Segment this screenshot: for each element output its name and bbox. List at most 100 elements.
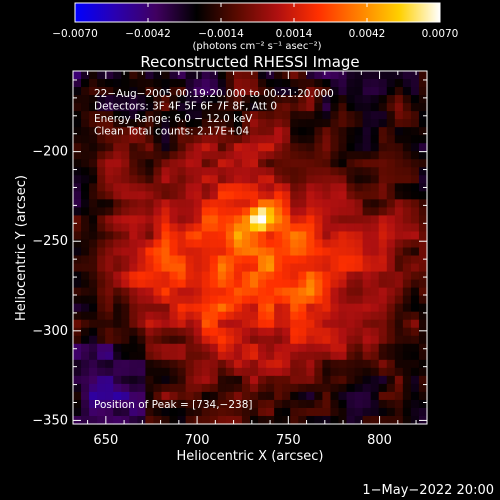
heatmap-cell — [290, 199, 299, 208]
heatmap-cell — [201, 215, 211, 225]
heatmap-cell — [274, 127, 283, 136]
heatmap-cell — [81, 71, 90, 80]
heatmap-cell — [169, 119, 179, 128]
heatmap-cell — [282, 71, 291, 80]
heatmap-cell — [402, 271, 412, 281]
heatmap-cell — [161, 367, 171, 377]
heatmap-cell — [161, 287, 171, 297]
heatmap-cell — [354, 375, 364, 385]
heatmap-cell — [402, 223, 412, 233]
heatmap-cell — [258, 207, 267, 217]
heatmap-cell — [81, 127, 90, 136]
heatmap-cell — [402, 247, 412, 257]
heatmap-cell — [298, 71, 307, 80]
heatmap-cell — [177, 143, 187, 152]
x-tick-label: 800 — [367, 433, 392, 448]
heatmap-cell — [378, 119, 388, 128]
heatmap-cell — [362, 303, 372, 313]
heatmap-cell — [410, 383, 420, 393]
heatmap-cell — [233, 311, 243, 321]
heatmap-cell — [298, 399, 307, 409]
heatmap-cell — [129, 327, 138, 337]
heatmap-cell — [410, 87, 420, 96]
heatmap-cell — [209, 319, 219, 329]
heatmap-cell — [346, 295, 356, 305]
heatmap-cell — [402, 415, 412, 425]
heatmap-cell — [129, 335, 138, 345]
heatmap-cell — [225, 87, 235, 96]
heatmap-cell — [201, 71, 211, 80]
heatmap-cell — [402, 255, 412, 265]
heatmap-cell — [290, 375, 299, 385]
heatmap-cell — [402, 199, 412, 208]
heatmap-cell — [153, 239, 163, 249]
heatmap-cell — [161, 191, 171, 200]
heatmap-cell — [89, 103, 98, 112]
heatmap-cell — [250, 143, 259, 152]
heatmap-cell — [330, 255, 340, 265]
heatmap-cell — [338, 79, 348, 88]
heatmap-cell — [298, 79, 307, 88]
heatmap-cell — [266, 271, 275, 281]
heatmap-cell — [306, 127, 315, 136]
heatmap-cell — [290, 367, 299, 377]
heatmap-cell — [362, 199, 372, 208]
heatmap-cell — [129, 383, 138, 393]
heatmap-cell — [410, 167, 420, 176]
heatmap-cell — [89, 191, 98, 200]
heatmap-cell — [105, 383, 114, 393]
heatmap-cell — [282, 167, 291, 176]
heatmap-cell — [354, 127, 364, 136]
heatmap-cell — [241, 199, 251, 208]
heatmap-cell — [105, 95, 114, 104]
heatmap-cell — [330, 207, 340, 217]
heatmap-cell — [137, 255, 147, 265]
heatmap-cell — [266, 79, 275, 88]
heatmap-cell — [137, 383, 147, 393]
heatmap-cell — [137, 303, 147, 313]
heatmap-cell — [290, 143, 299, 152]
heatmap-cell — [137, 167, 147, 176]
heatmap-cell — [362, 151, 372, 160]
heatmap-cell — [225, 215, 235, 225]
heatmap-cell — [338, 223, 348, 233]
heatmap-cell — [402, 295, 412, 305]
heatmap-cell — [354, 287, 364, 297]
heatmap-cell — [113, 383, 122, 393]
heatmap-cell — [81, 383, 90, 393]
heatmap-cell — [314, 79, 324, 88]
heatmap-cell — [193, 87, 203, 96]
heatmap-cell — [233, 231, 243, 241]
heatmap-cell — [410, 127, 420, 136]
heatmap-cell — [209, 95, 219, 104]
heatmap-cell — [330, 343, 340, 353]
heatmap-cell — [258, 359, 267, 369]
heatmap-cell — [282, 183, 291, 192]
heatmap-cell — [282, 375, 291, 385]
heatmap-cell — [145, 151, 155, 160]
heatmap-cell — [314, 207, 324, 217]
heatmap-cell — [121, 303, 130, 313]
heatmap-cell — [418, 223, 428, 233]
heatmap-cell — [250, 319, 259, 329]
heatmap-cell — [346, 159, 356, 168]
heatmap-cell — [258, 263, 267, 273]
heatmap-cell — [306, 367, 315, 377]
heatmap-cell — [338, 143, 348, 152]
heatmap-cell — [201, 79, 211, 88]
heatmap-cell — [145, 247, 155, 257]
heatmap-cell — [378, 375, 388, 385]
heatmap-cell — [346, 391, 356, 401]
heatmap-cell — [241, 335, 251, 345]
heatmap-cell — [97, 159, 106, 168]
heatmap-cell — [169, 375, 179, 385]
heatmap-cell — [418, 119, 428, 128]
heatmap-cell — [266, 175, 275, 184]
heatmap-cell — [306, 143, 315, 152]
heatmap-cell — [330, 415, 340, 425]
heatmap-cell — [129, 215, 138, 225]
heatmap-cell — [233, 151, 243, 160]
heatmap-cell — [290, 255, 299, 265]
heatmap-cell — [105, 167, 114, 176]
heatmap-cell — [209, 167, 219, 176]
